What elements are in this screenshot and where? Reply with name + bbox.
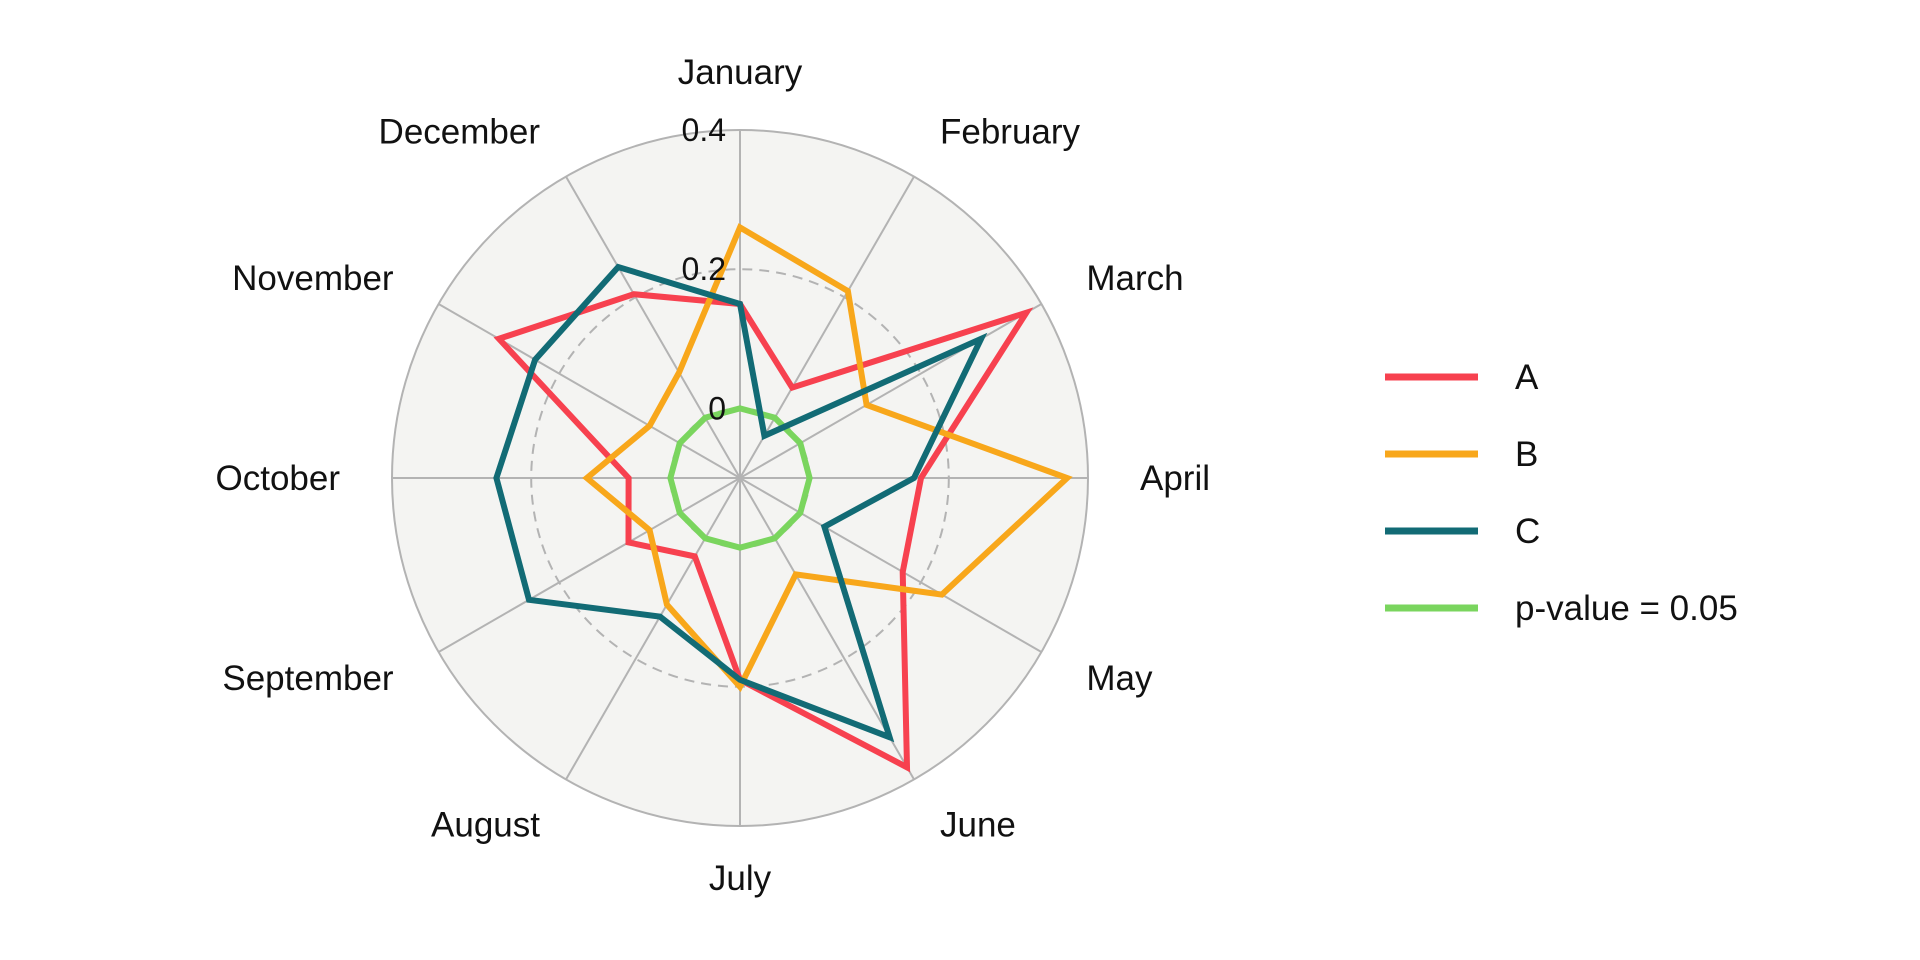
legend-item: p-value = 0.05 (1385, 589, 1738, 628)
grid (392, 130, 1088, 826)
series-line-b (582, 223, 1073, 693)
series-lines (493, 223, 1073, 773)
spoke-line (739, 303, 1042, 479)
category-label-september: September (222, 659, 394, 698)
radial-tick-label: 0 (708, 390, 726, 426)
legend-item: A (1385, 358, 1539, 397)
category-label-december: December (379, 113, 541, 152)
spoke-line (438, 303, 741, 479)
category-label-october: October (216, 459, 341, 498)
category-label-august: August (431, 805, 540, 844)
legend-label: A (1515, 358, 1539, 397)
category-label-november: November (232, 259, 394, 298)
category-label-january: January (678, 53, 803, 92)
spoke-line (565, 176, 741, 479)
category-labels: January February March April May June July Augu… (216, 53, 1211, 898)
spoke-line (438, 477, 741, 653)
category-label-february: February (940, 113, 1081, 152)
spoke-line (739, 477, 1042, 653)
spoke-line (739, 176, 915, 479)
spoke-line (565, 477, 741, 780)
legend-label: B (1515, 435, 1538, 474)
legend-item: C (1385, 512, 1540, 551)
category-label-july: July (709, 859, 772, 898)
series-line-c (493, 263, 988, 743)
category-label-june: June (940, 805, 1016, 844)
category-label-april: April (1140, 459, 1210, 498)
legend-label: p-value = 0.05 (1515, 589, 1738, 628)
radial-tick-label: 0.4 (682, 112, 726, 148)
category-label-may: May (1086, 659, 1153, 698)
radial-tick-label: 0.2 (682, 251, 726, 287)
category-label-march: March (1086, 259, 1183, 298)
legend-label: C (1515, 512, 1540, 551)
radial-tick-labels: 0 0.2 0.4 (682, 112, 726, 426)
series-line-p-value-0-05 (667, 405, 813, 551)
legend-item: B (1385, 435, 1538, 474)
